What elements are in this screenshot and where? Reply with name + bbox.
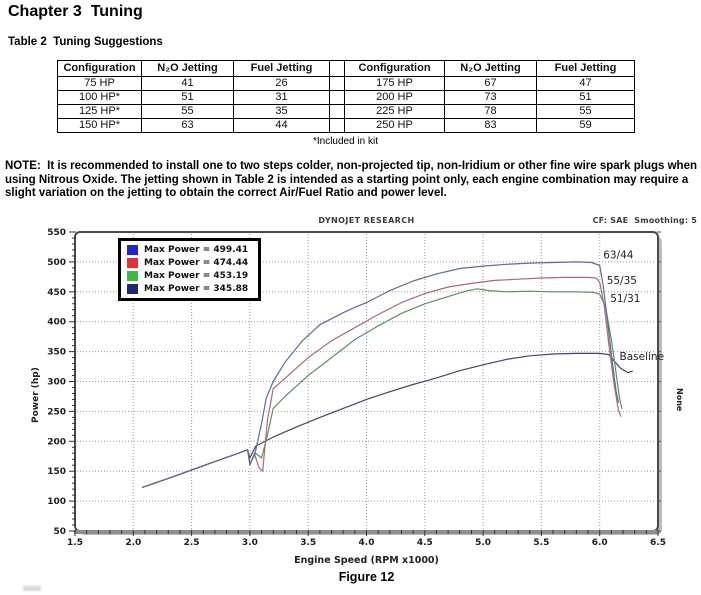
table-cell: 51 [536,90,635,105]
table-cell: 55 [536,104,635,119]
y-tick-label: 150 [47,467,66,477]
x-tick-label: 6.5 [650,538,666,548]
curve-annotation: 63/44 [603,249,634,261]
table-cell: 44 [233,118,330,133]
table-cell: 26 [233,76,330,91]
table-cell: 83 [444,118,537,133]
chart-title: DYNOJET RESEARCH [318,216,415,225]
x-tick-label: 3.5 [300,538,316,548]
right-side-label: None [675,388,684,412]
y-tick-label: 450 [47,288,66,298]
table-cell: 200 HP [344,90,445,105]
y-tick-label: 550 [47,228,66,238]
table-row: 75 HP 41 26 175 HP 67 47 [57,76,635,91]
chart-legend: Max Power = 499.41 Max Power = 474.44 Max … [118,238,262,301]
table-cell: 35 [233,104,330,119]
table-gap-cell [329,90,345,105]
legend-label: Max Power = 345.88 [144,284,249,294]
dyno-chart-figure: DYNOJET RESEARCH CF: SAE Smoothing: 5 1.… [0,215,701,555]
legend-label: Max Power = 499.41 [144,245,249,255]
table-cell: 31 [233,90,330,105]
table-cell: 59 [536,118,635,133]
column-header: N₂O Jetting [444,60,537,77]
table-footnote: *Included in kit [312,136,379,147]
table-cell: 51 [141,90,234,105]
page-corner-smudge [23,586,41,591]
table-gap-cell [329,118,345,133]
y-tick-label: 100 [47,497,66,507]
curve-annotation: 51/31 [610,293,640,305]
table-cell: 125 HP* [57,104,142,119]
legend-item: Max Power = 345.88 [127,283,248,295]
chart-correction-smoothing-label: CF: SAE Smoothing: 5 [592,216,697,225]
table-cell: 250 HP [344,118,445,133]
y-tick-label: 350 [47,348,66,358]
table-cell: 175 HP [344,76,445,91]
y-tick-label: 500 [47,258,66,268]
table-cell: 73 [444,90,537,105]
y-tick-label: 50 [53,527,66,537]
table-cell: 55 [141,104,234,119]
curve-annotation: 55/35 [607,275,637,287]
table-cell: 67 [444,76,537,91]
legend-item: Max Power = 474.44 [127,257,248,269]
jetting-table: Configuration N₂O Jetting Fuel Jetting Conf… [57,60,635,133]
x-tick-label: 5.0 [475,538,491,548]
power-curve-63-44 [142,261,620,488]
table-cell: 100 HP* [57,90,142,105]
table-cell: 47 [536,76,635,91]
table-gap-cell [329,104,345,119]
x-axis-label: Engine Speed (RPM x1000) [294,555,439,566]
table-gap-cell [329,76,345,91]
table-row: 150 HP* 63 44 250 HP 83 59 [57,118,635,133]
x-tick-label: 3.0 [242,538,258,548]
legend-swatch [127,258,138,268]
column-header: N₂O Jetting [141,60,234,77]
table-cell: 225 HP [344,104,445,119]
column-header: Fuel Jetting [233,60,330,77]
curve-annotation: Baseline [620,351,665,363]
y-tick-label: 250 [47,407,66,417]
table-cell: 63 [141,118,234,133]
table-row: 125 HP* 55 35 225 HP 78 55 [57,104,635,119]
table-row: 100 HP* 51 31 200 HP 73 51 [57,90,635,105]
dyno-plot: 1.5 2.0 2.5 3.0 3.5 4.0 4.5 5.0 5.5 6.0 6.5 50 100 15… [47,228,666,548]
table-gap-cell [329,60,345,77]
chapter-title: Chapter 3 Tuning [8,3,143,20]
x-tick-label: 4.5 [417,538,433,548]
table-cell: 78 [444,104,537,119]
legend-swatch [127,284,138,294]
legend-item: Max Power = 453.19 [127,270,248,282]
y-axis-label: Power (hp) [31,367,41,423]
legend-swatch [127,245,138,255]
x-tick-label: 1.5 [67,538,83,548]
note-paragraph: NOTE: It is recommended to install one t… [5,160,701,200]
legend-item: Max Power = 499.41 [127,244,248,256]
table-cell: 75 HP [57,76,142,91]
legend-swatch [127,271,138,281]
table-cell: 150 HP* [57,118,142,133]
legend-label: Max Power = 474.44 [144,258,249,268]
column-header: Configuration [344,60,445,77]
table-cell: 41 [141,76,234,91]
x-tick-label: 5.5 [533,538,549,548]
y-tick-label: 400 [47,318,66,328]
x-tick-label: 6.0 [592,538,608,548]
column-header: Configuration [57,60,142,77]
figure-caption: Figure 12 [338,570,395,584]
y-tick-label: 200 [47,437,66,447]
x-tick-label: 2.0 [125,538,141,548]
x-tick-label: 2.5 [184,538,200,548]
column-header: Fuel Jetting [536,60,635,77]
legend-label: Max Power = 453.19 [144,271,249,281]
x-tick-label: 4.0 [359,538,375,548]
table-caption: Table 2 Tuning Suggestions [8,36,163,48]
jetting-table-header-row: Configuration N₂O Jetting Fuel Jetting Conf… [57,60,635,77]
y-tick-label: 300 [47,378,66,388]
